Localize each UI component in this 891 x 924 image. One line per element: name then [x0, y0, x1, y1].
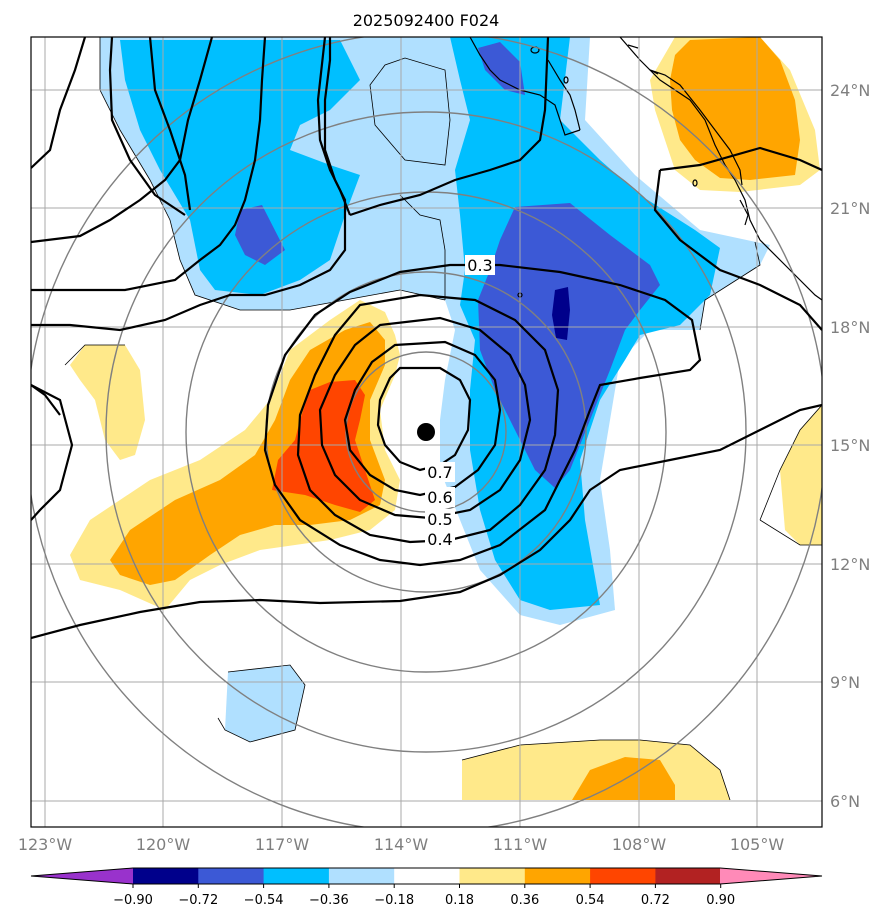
contour-west-7 — [31, 384, 74, 521]
colorbar-tick-label: 0.36 — [510, 893, 539, 908]
colorbar-segment — [655, 868, 722, 884]
contour-south — [31, 403, 822, 640]
shade-blue-east — [478, 203, 660, 488]
colorbar-segment — [263, 868, 330, 884]
colorbar-segment — [328, 868, 395, 884]
contour-04 — [296, 293, 560, 544]
contour-label: 0.3 — [467, 256, 492, 275]
colorbar-tick-label: −0.72 — [178, 893, 218, 908]
range-ring — [105, 111, 747, 753]
contour-west-3 — [31, 37, 214, 244]
colorbar-segments — [133, 868, 722, 884]
contour-west-5 — [108, 37, 186, 216]
shade-yellow-east — [780, 405, 822, 545]
contour-label: 0.4 — [427, 530, 452, 549]
contour-west-8 — [31, 384, 61, 416]
shade-orange-northeast — [670, 37, 800, 180]
lat-tick-label: 18°N — [830, 318, 870, 337]
lon-tick-label: 108°W — [612, 835, 667, 854]
colorbar-tick-label: −0.18 — [374, 893, 414, 908]
colorbar-max-arrow — [720, 868, 822, 884]
contour-northeast — [659, 146, 822, 172]
contour-label: 0.5 — [427, 510, 452, 529]
colorbar-segment — [133, 868, 199, 884]
colorbar-ticks: −0.90 −0.72 −0.54 −0.36 −0.18 0.18 0.36 0.54 0.7… — [113, 884, 735, 908]
lat-tick-label: 21°N — [830, 199, 870, 218]
map-area: 0.3 0.7 0.6 0.5 0.4 — [31, 37, 822, 827]
contour-north — [349, 37, 550, 217]
lat-tick-label: 12°N — [830, 555, 870, 574]
lat-tick-label: 24°N — [830, 81, 870, 100]
lat-axis-labels: 24°N 21°N 18°N 15°N 12°N 9°N 6°N — [830, 81, 870, 811]
shade-blue-west — [235, 205, 285, 265]
colorbar-segment — [590, 868, 656, 884]
contour-west-1 — [31, 37, 267, 292]
colorbar-tick-label: −0.54 — [244, 893, 284, 908]
colorbar-tick-label: 0.90 — [706, 893, 735, 908]
chart-title: 2025092400 F024 — [353, 11, 500, 30]
lon-tick-label: 111°W — [493, 835, 548, 854]
contour-lines — [31, 37, 822, 640]
lon-tick-label: 105°W — [730, 835, 785, 854]
colorbar-tick-label: 0.72 — [641, 893, 670, 908]
colorbar: −0.90 −0.72 −0.54 −0.36 −0.18 0.18 0.36 0.54 0.7… — [30, 867, 823, 908]
lon-tick-label: 117°W — [255, 835, 310, 854]
colorbar-tick-label: 0.54 — [576, 893, 605, 908]
contour-west-2 — [31, 37, 347, 332]
lon-tick-label: 120°W — [136, 835, 191, 854]
contour-03 — [263, 263, 702, 567]
shade-cyan-north — [120, 40, 360, 295]
shade-blue-north — [478, 42, 525, 95]
contour-labels: 0.3 0.7 0.6 0.5 0.4 — [425, 255, 495, 549]
lon-tick-label: 114°W — [374, 835, 429, 854]
colorbar-segment — [459, 868, 526, 884]
map-frame — [30, 36, 823, 828]
shade-orange-south — [572, 757, 675, 800]
graticule — [31, 37, 822, 827]
lon-axis-labels: 123°W 120°W 117°W 114°W 111°W 108°W 105°… — [18, 835, 785, 854]
contour-west-6 — [148, 37, 192, 211]
contour-label: 0.7 — [427, 463, 452, 482]
contour-label: 0.6 — [427, 488, 452, 507]
lat-tick-label: 15°N — [830, 436, 870, 455]
colorbar-min-arrow — [31, 868, 133, 884]
lat-tick-label: 9°N — [830, 673, 860, 692]
lon-tick-label: 123°W — [18, 835, 73, 854]
colorbar-segment — [524, 868, 591, 884]
colorbar-tick-label: −0.90 — [113, 893, 153, 908]
contour-west-4 — [31, 37, 87, 169]
storm-center-marker — [417, 423, 435, 441]
lat-tick-label: 6°N — [830, 792, 860, 811]
contour-north-2 — [316, 37, 352, 216]
colorbar-segment — [394, 868, 460, 884]
colorbar-tick-label: −0.36 — [309, 893, 349, 908]
colorbar-segment — [198, 868, 265, 884]
contour-northeast-2 — [653, 169, 822, 331]
colorbar-tick-label: 0.18 — [445, 893, 474, 908]
shade-lightblue-south — [225, 665, 305, 742]
